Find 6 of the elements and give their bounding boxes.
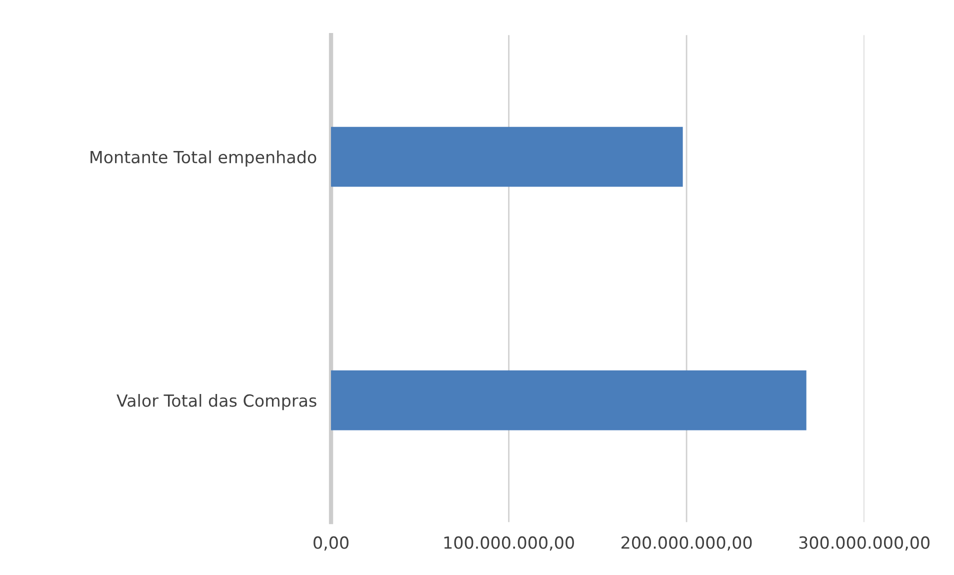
y-tick-label: Valor Total das Compras	[116, 394, 316, 410]
x-tick-label: 300.000.000,00	[799, 536, 930, 551]
x-tick-label: 0,00	[314, 536, 348, 551]
x-tick-label: 100.000.000,00	[444, 536, 574, 551]
x-tick-label: 200.000.000,00	[622, 536, 752, 551]
y-tick-label: Montante Total empenhado	[90, 150, 316, 167]
